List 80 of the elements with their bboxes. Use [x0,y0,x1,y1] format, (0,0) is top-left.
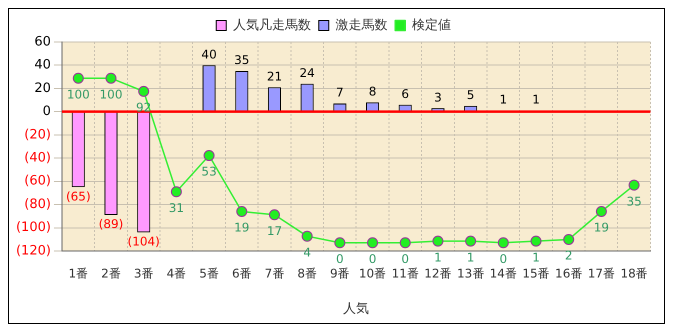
y-tick-label: (40) [24,150,51,166]
data-label: 19 [234,220,250,235]
point [334,237,346,248]
point [530,236,542,247]
point [236,206,248,218]
data-label: 31 [168,200,184,215]
x-tick-label: 4番 [166,266,186,280]
data-label: 19 [594,220,610,235]
data-label: 1 [434,250,442,264]
data-label: (89) [98,217,124,232]
point [302,230,313,242]
x-tick-label: 7番 [264,266,284,280]
data-label: 7 [336,86,344,100]
point [138,86,150,97]
x-tick-label: 10番 [358,266,386,280]
x-tick-label: 5番 [199,266,219,280]
point [204,150,215,162]
data-label: 5 [466,88,474,102]
data-label: 40 [201,47,217,62]
x-tick-label: 15番 [522,266,550,280]
data-label: 35 [234,53,250,68]
legend-label: 人気凡走馬数 [232,18,311,33]
point [170,186,182,198]
y-tick-label: 60 [34,34,51,50]
data-label: 0 [336,252,344,266]
data-label: 6 [401,86,410,101]
data-label: 0 [401,252,410,266]
point [628,180,640,191]
data-label: 24 [300,66,315,80]
data-label: 1 [532,92,540,107]
data-label: 53 [201,164,217,179]
data-label: 2 [564,248,573,263]
point [465,236,476,247]
data-label: 35 [626,194,642,208]
y-tick-label: 0 [42,104,51,120]
point [563,234,574,245]
data-label: 21 [266,69,282,84]
data-label: (104) [128,234,160,249]
data-label: 8 [368,84,376,99]
legend-label: 激走馬数 [335,18,388,33]
point [105,72,116,84]
x-tick-label: 18番 [620,266,648,280]
data-label: 100 [100,87,122,102]
x-tick-label: 8番 [297,266,317,280]
y-tick-label: (100) [16,220,51,236]
x-tick-label: 9番 [330,266,350,280]
y-tick-label: 40 [34,58,51,73]
x-tick-label: 13番 [456,266,484,280]
data-label: 0 [499,252,508,266]
point [400,237,411,248]
y-tick-label: 20 [34,80,51,96]
x-tick-label: 3番 [134,266,154,280]
x-tick-label: 16番 [555,266,582,280]
data-label: 17 [266,224,282,238]
point [498,237,509,248]
data-label: 1 [499,92,508,107]
data-label: 3 [434,90,442,104]
y-tick-label: (80) [24,196,51,212]
data-label: (65) [66,189,91,204]
data-label: 1 [532,250,540,264]
data-label: 100 [66,87,90,102]
x-tick-label: 11番 [392,266,419,280]
point [72,72,84,84]
y-tick-label: (20) [24,127,51,142]
data-label: 1 [466,250,474,264]
x-tick-label: 2番 [101,266,121,280]
x-tick-label: 6番 [232,266,252,280]
point [268,209,280,220]
y-tick-label: (120) [16,243,51,258]
point [596,206,607,218]
data-label: 0 [368,252,376,266]
legend-label: 検定値 [412,18,451,33]
x-axis-title: 人気 [343,302,370,317]
point [367,237,378,248]
point [432,236,444,247]
x-tick-label: 1番 [68,266,88,280]
x-tick-label: 17番 [588,266,616,280]
x-tick-label: 14番 [490,266,517,280]
x-tick-label: 12番 [424,266,452,280]
y-tick-label: (60) [24,174,51,189]
